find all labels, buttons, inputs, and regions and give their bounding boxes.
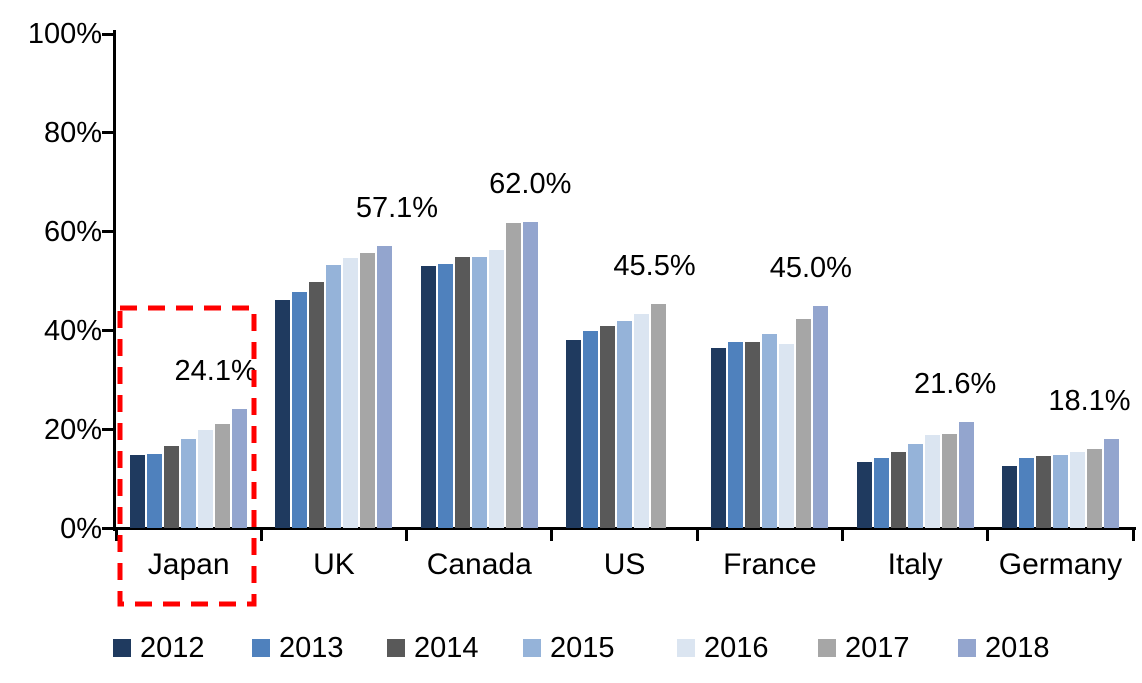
bar-germany-2016 [1069, 451, 1085, 529]
x-axis-tick [1131, 528, 1135, 541]
category-label-canada: Canada [426, 548, 532, 581]
bar-japan-2018 [232, 409, 248, 529]
bar-canada-2015 [471, 257, 487, 529]
bar-uk-2014 [309, 281, 325, 529]
legend-label-2017: 2017 [845, 632, 910, 664]
category-label-uk: UK [313, 548, 355, 581]
bar-france-2016 [779, 343, 795, 529]
bar-uk-2018 [377, 246, 393, 529]
bar-france-2014 [745, 342, 761, 529]
bar-germany-2014 [1035, 455, 1051, 529]
legend-label-2012: 2012 [140, 632, 205, 664]
bar-japan-2017 [215, 423, 231, 529]
bar-uk-2013 [292, 292, 308, 529]
category-label-france: France [723, 548, 817, 581]
x-axis-tick [550, 528, 554, 541]
y-axis-tick-label: 60% [43, 215, 102, 248]
value-label-us: 45.5% [613, 249, 696, 282]
legend-label-2015: 2015 [550, 632, 615, 664]
legend-label-2016: 2016 [704, 632, 769, 664]
bar-italy-2013 [873, 458, 889, 529]
bar-germany-2013 [1018, 458, 1034, 529]
legend-swatch-2013 [252, 639, 270, 657]
y-axis-tick [101, 32, 113, 36]
bar-canada-2014 [454, 256, 470, 529]
bar-germany-2015 [1052, 454, 1068, 529]
legend-swatch-2018 [958, 639, 976, 657]
y-axis-tick [101, 329, 113, 333]
y-axis-tick-label: 100% [27, 18, 102, 50]
y-axis-tick [101, 527, 113, 530]
bar-us-2013 [583, 330, 599, 529]
value-label-japan: 24.1% [174, 355, 257, 388]
bar-germany-2018 [1103, 438, 1119, 529]
value-label-canada: 62.0% [489, 167, 572, 200]
y-axis-tick-label: 80% [43, 116, 102, 149]
y-axis-tick [101, 428, 113, 432]
bar-us-2017 [651, 303, 667, 529]
bar-japan-2013 [147, 454, 163, 529]
y-axis-tick-label: 0% [60, 512, 102, 545]
legend-swatch-2014 [387, 639, 405, 657]
y-axis-tick [101, 131, 113, 135]
category-label-germany: Germany [998, 548, 1123, 581]
bar-japan-2015 [181, 439, 197, 529]
y-axis-tick [101, 230, 113, 234]
category-label-italy: Italy [887, 548, 943, 581]
bar-italy-2015 [907, 444, 923, 529]
x-axis-tick [841, 528, 844, 541]
bar-france-2015 [762, 333, 778, 529]
bar-italy-2017 [941, 433, 957, 529]
bar-canada-2018 [522, 221, 538, 529]
bar-italy-2012 [856, 462, 872, 529]
x-axis-tick [114, 528, 118, 541]
x-axis-tick [695, 528, 699, 541]
legend-label-2018: 2018 [985, 632, 1050, 664]
legend-swatch-2017 [818, 639, 836, 657]
bar-italy-2018 [958, 421, 974, 529]
bar-uk-2015 [326, 265, 342, 529]
bar-france-2018 [813, 305, 829, 529]
bar-canada-2013 [437, 263, 453, 529]
legend-label-2014: 2014 [414, 632, 479, 664]
legend-swatch-2012 [113, 639, 131, 657]
bar-france-2017 [796, 318, 812, 529]
bar-canada-2012 [420, 266, 436, 529]
value-label-italy: 21.6% [914, 367, 997, 400]
bar-germany-2017 [1086, 448, 1102, 529]
bar-uk-2012 [275, 300, 291, 529]
value-label-uk: 57.1% [355, 192, 439, 225]
bar-us-2014 [600, 326, 616, 529]
x-axis-tick [259, 528, 263, 541]
bar-france-2012 [711, 347, 727, 529]
x-axis [111, 527, 1136, 530]
bar-uk-2016 [343, 257, 359, 529]
bar-us-2015 [617, 320, 633, 529]
bar-italy-2014 [890, 451, 906, 529]
legend-swatch-2016 [677, 639, 695, 657]
legend-swatch-2015 [523, 639, 541, 657]
bar-us-2012 [566, 339, 582, 529]
bar-germany-2012 [1001, 466, 1017, 529]
y-axis-tick-label: 40% [43, 314, 102, 347]
bar-us-2016 [634, 313, 650, 529]
bar-canada-2017 [505, 223, 521, 529]
y-axis [112, 30, 116, 531]
bar-uk-2017 [360, 253, 376, 529]
legend-label-2013: 2013 [279, 632, 344, 664]
value-label-germany: 18.1% [1048, 384, 1131, 417]
category-label-us: US [603, 548, 646, 581]
bar-japan-2014 [164, 446, 180, 529]
category-label-japan: Japan [147, 548, 230, 581]
value-label-france: 45.0% [769, 251, 852, 284]
bar-italy-2016 [924, 434, 940, 529]
bar-france-2013 [728, 341, 744, 529]
x-axis-tick [986, 528, 990, 541]
bar-canada-2016 [488, 249, 504, 529]
bar-japan-2012 [130, 455, 146, 529]
x-axis-tick [405, 528, 409, 541]
y-axis-tick-label: 20% [43, 413, 102, 446]
bar-japan-2016 [198, 429, 214, 529]
